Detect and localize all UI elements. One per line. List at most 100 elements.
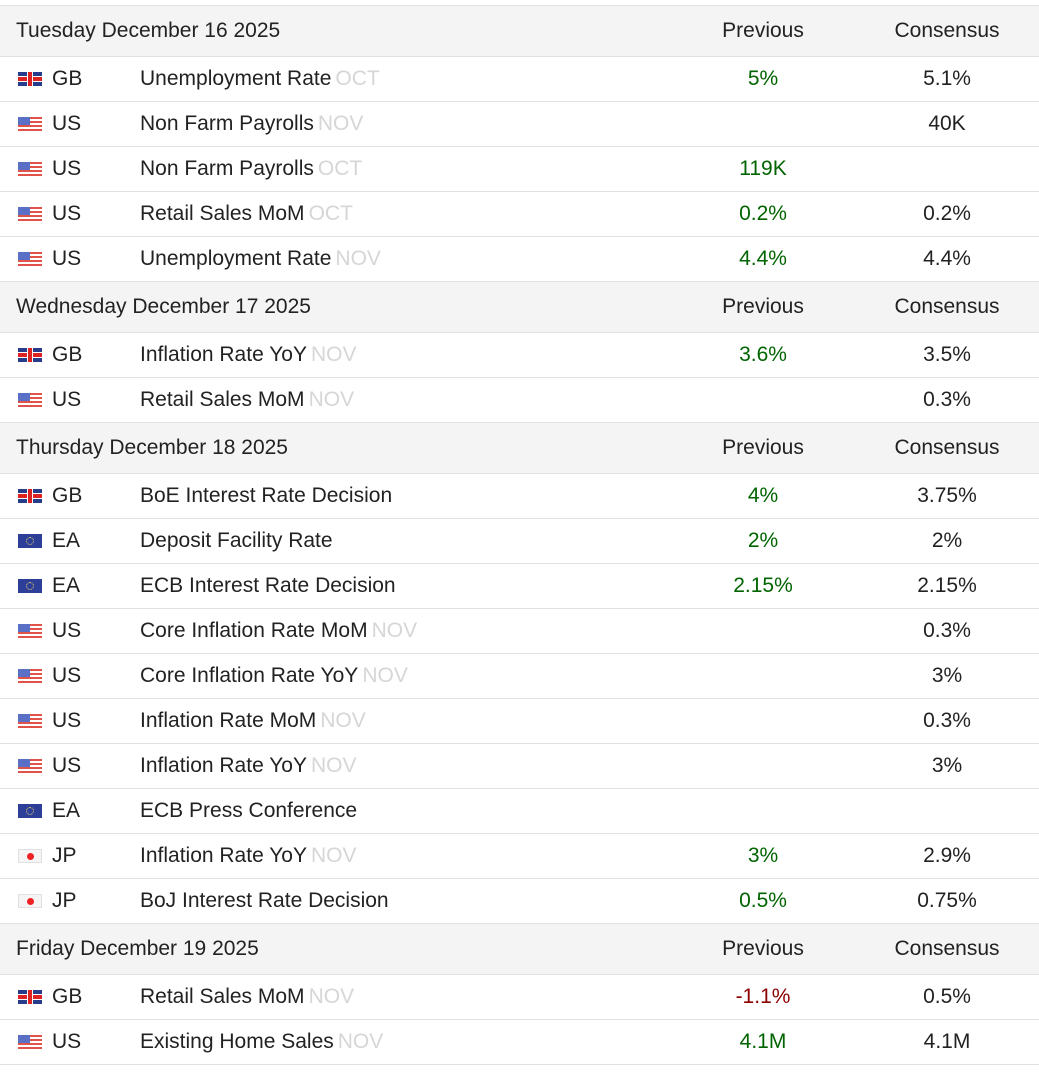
country-cell[interactable]: US	[0, 192, 122, 237]
event-name-link[interactable]: Core Inflation Rate MoM	[140, 619, 368, 642]
country-cell[interactable]: EA	[0, 789, 122, 834]
country-cell[interactable]: US	[0, 654, 122, 699]
us-flag-icon	[18, 759, 42, 773]
event-cell[interactable]: Retail Sales MoM OCT	[122, 192, 671, 237]
event-name-link[interactable]: Core Inflation Rate YoY	[140, 664, 359, 687]
country-code: GB	[52, 67, 83, 90]
event-name-link[interactable]: Retail Sales MoM	[140, 388, 305, 411]
event-row[interactable]: GB Inflation Rate YoY NOV 3.6% 3.5%	[0, 333, 1039, 378]
event-name-link[interactable]: Inflation Rate YoY	[140, 343, 307, 366]
event-cell[interactable]: Core Inflation Rate YoY NOV	[122, 654, 671, 699]
event-cell[interactable]: Retail Sales MoM NOV	[122, 378, 671, 423]
event-row[interactable]: US Non Farm Payrolls OCT 119K	[0, 147, 1039, 192]
event-row[interactable]: JP Inflation Rate YoY NOV 3% 2.9%	[0, 834, 1039, 879]
event-row[interactable]: GB Retail Sales MoM NOV -1.1% 0.5%	[0, 975, 1039, 1020]
event-cell[interactable]: Non Farm Payrolls OCT	[122, 147, 671, 192]
event-name-link[interactable]: BoJ Interest Rate Decision	[140, 889, 389, 912]
country-cell[interactable]: GB	[0, 975, 122, 1020]
country-cell[interactable]: US	[0, 744, 122, 789]
country-cell[interactable]: GB	[0, 333, 122, 378]
country-cell[interactable]: EA	[0, 564, 122, 609]
country-cell[interactable]: US	[0, 1020, 122, 1065]
event-name-link[interactable]: Retail Sales MoM	[140, 985, 305, 1008]
event-cell[interactable]: BoJ Interest Rate Decision	[122, 879, 671, 924]
previous-value: 0.2%	[739, 202, 787, 225]
event-row[interactable]: JP BoJ Interest Rate Decision 0.5% 0.75%	[0, 879, 1039, 924]
event-cell[interactable]: ECB Interest Rate Decision	[122, 564, 671, 609]
event-row[interactable]: US Inflation Rate MoM NOV 0.3%	[0, 699, 1039, 744]
event-name-link[interactable]: Inflation Rate YoY	[140, 754, 307, 777]
previous-value: 119K	[739, 157, 787, 180]
event-name-link[interactable]: Deposit Facility Rate	[140, 529, 333, 552]
country-code: US	[52, 112, 82, 135]
day-label: Tuesday December 16 2025	[16, 19, 281, 42]
event-cell[interactable]: Unemployment Rate OCT	[122, 57, 671, 102]
event-cell[interactable]: Unemployment Rate NOV	[122, 237, 671, 282]
country-cell[interactable]: US	[0, 378, 122, 423]
event-cell[interactable]: Inflation Rate YoY NOV	[122, 744, 671, 789]
event-cell[interactable]: Inflation Rate YoY NOV	[122, 834, 671, 879]
country-cell[interactable]: US	[0, 237, 122, 282]
event-cell[interactable]: Non Farm Payrolls NOV	[122, 102, 671, 147]
event-row[interactable]: GB Unemployment Rate OCT 5% 5.1%	[0, 57, 1039, 102]
event-cell[interactable]: Deposit Facility Rate	[122, 519, 671, 564]
event-name-link[interactable]: Non Farm Payrolls	[140, 112, 314, 135]
event-cell[interactable]: Inflation Rate MoM NOV	[122, 699, 671, 744]
country-cell[interactable]: GB	[0, 57, 122, 102]
event-name-link[interactable]: ECB Interest Rate Decision	[140, 574, 396, 597]
event-name-link[interactable]: Retail Sales MoM	[140, 202, 305, 225]
country-code: US	[52, 202, 82, 225]
day-header-row: Wednesday December 17 2025 Previous Cons…	[0, 281, 1039, 333]
event-row[interactable]: US Existing Home Sales NOV 4.1M 4.1M	[0, 1020, 1039, 1065]
event-row[interactable]: US Retail Sales MoM OCT 0.2% 0.2%	[0, 192, 1039, 237]
country-cell[interactable]: GB	[0, 474, 122, 519]
event-cell[interactable]: ECB Press Conference	[122, 789, 671, 834]
event-row[interactable]: US Unemployment Rate NOV 4.4% 4.4%	[0, 237, 1039, 282]
event-row[interactable]: US Core Inflation Rate YoY NOV 3%	[0, 654, 1039, 699]
country-code: US	[52, 157, 82, 180]
previous-value: 3.6%	[739, 343, 787, 366]
consensus-value: 3.5%	[923, 343, 971, 366]
event-name-link[interactable]: BoE Interest Rate Decision	[140, 484, 393, 507]
event-name-link[interactable]: ECB Press Conference	[140, 799, 358, 822]
event-name-link[interactable]: Unemployment Rate	[140, 67, 332, 90]
event-cell[interactable]: Inflation Rate YoY NOV	[122, 333, 671, 378]
event-row[interactable]: US Non Farm Payrolls NOV 40K	[0, 102, 1039, 147]
previous-column-header: Previous	[722, 436, 804, 459]
day-label: Friday December 19 2025	[16, 937, 259, 960]
country-cell[interactable]: US	[0, 699, 122, 744]
event-row[interactable]: GB BoE Interest Rate Decision 4% 3.75%	[0, 474, 1039, 519]
event-cell[interactable]: Retail Sales MoM NOV	[122, 975, 671, 1020]
consensus-value: 40K	[928, 112, 966, 135]
country-code: US	[52, 619, 82, 642]
event-cell[interactable]: Existing Home Sales NOV	[122, 1020, 671, 1065]
event-row[interactable]: EA Deposit Facility Rate 2% 2%	[0, 519, 1039, 564]
previous-value: 4.4%	[739, 247, 787, 270]
event-name-link[interactable]: Inflation Rate MoM	[140, 709, 317, 732]
gb-flag-icon	[18, 72, 42, 86]
event-cell[interactable]: BoE Interest Rate Decision	[122, 474, 671, 519]
event-cell[interactable]: Core Inflation Rate MoM NOV	[122, 609, 671, 654]
consensus-value: 0.2%	[923, 202, 971, 225]
event-name-link[interactable]: Existing Home Sales	[140, 1030, 334, 1053]
event-name-link[interactable]: Non Farm Payrolls	[140, 157, 314, 180]
consensus-value: 0.3%	[923, 709, 971, 732]
day-header-row: Friday December 19 2025 Previous Consens…	[0, 923, 1039, 975]
country-cell[interactable]: US	[0, 147, 122, 192]
event-row[interactable]: EA ECB Press Conference	[0, 789, 1039, 834]
reference-period: NOV	[310, 844, 357, 867]
previous-value: 2.15%	[733, 574, 793, 597]
event-row[interactable]: EA ECB Interest Rate Decision 2.15% 2.15…	[0, 564, 1039, 609]
event-row[interactable]: US Inflation Rate YoY NOV 3%	[0, 744, 1039, 789]
country-cell[interactable]: EA	[0, 519, 122, 564]
event-row[interactable]: US Core Inflation Rate MoM NOV 0.3%	[0, 609, 1039, 654]
country-cell[interactable]: US	[0, 102, 122, 147]
event-name-link[interactable]: Unemployment Rate	[140, 247, 332, 270]
country-cell[interactable]: JP	[0, 879, 122, 924]
country-cell[interactable]: JP	[0, 834, 122, 879]
reference-period: OCT	[317, 157, 363, 180]
event-row[interactable]: US Retail Sales MoM NOV 0.3%	[0, 378, 1039, 423]
country-cell[interactable]: US	[0, 609, 122, 654]
event-name-link[interactable]: Inflation Rate YoY	[140, 844, 307, 867]
